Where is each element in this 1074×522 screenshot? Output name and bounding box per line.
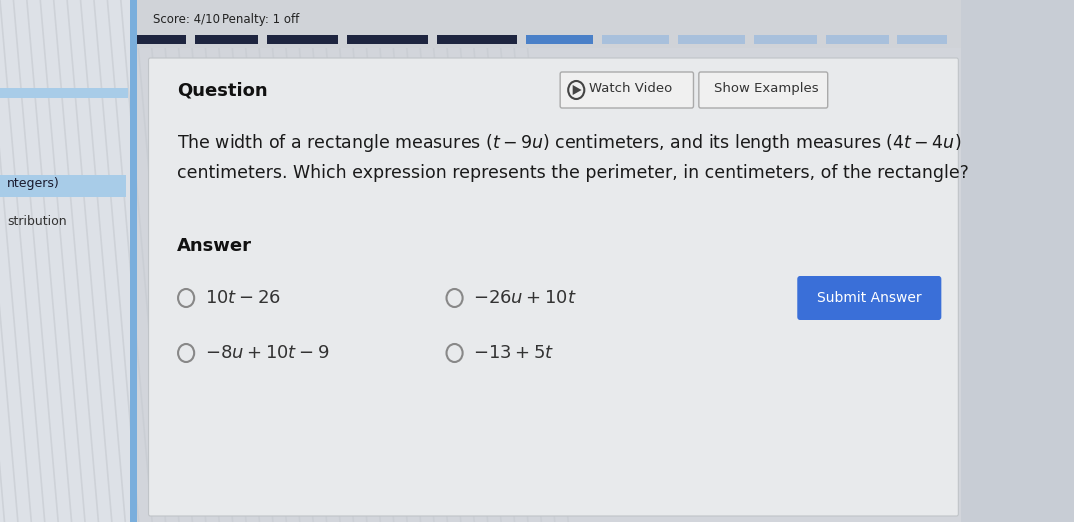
FancyBboxPatch shape: [679, 35, 745, 44]
FancyBboxPatch shape: [437, 35, 518, 44]
Text: centimeters. Which expression represents the perimeter, in centimeters, of the r: centimeters. Which expression represents…: [177, 164, 969, 182]
FancyBboxPatch shape: [347, 35, 427, 44]
Text: Watch Video: Watch Video: [589, 82, 672, 95]
Text: stribution: stribution: [8, 215, 67, 228]
FancyBboxPatch shape: [826, 35, 888, 44]
FancyBboxPatch shape: [195, 35, 258, 44]
FancyBboxPatch shape: [148, 58, 958, 516]
FancyBboxPatch shape: [898, 35, 946, 44]
FancyBboxPatch shape: [266, 35, 338, 44]
FancyBboxPatch shape: [699, 72, 828, 108]
Text: Score: 4/10: Score: 4/10: [153, 13, 220, 26]
FancyBboxPatch shape: [603, 35, 669, 44]
FancyBboxPatch shape: [136, 0, 961, 48]
Text: ntegers): ntegers): [8, 177, 60, 190]
FancyBboxPatch shape: [0, 175, 126, 197]
FancyBboxPatch shape: [136, 35, 186, 44]
Text: The width of a rectangle measures $(t-9u)$ centimeters, and its length measures : The width of a rectangle measures $(t-9u…: [177, 132, 961, 154]
FancyBboxPatch shape: [0, 0, 961, 522]
Text: Show Examples: Show Examples: [714, 82, 818, 95]
FancyBboxPatch shape: [130, 0, 136, 522]
FancyBboxPatch shape: [136, 0, 961, 522]
Text: Question: Question: [177, 82, 267, 100]
Text: Answer: Answer: [177, 237, 252, 255]
FancyBboxPatch shape: [0, 88, 128, 98]
FancyBboxPatch shape: [754, 35, 817, 44]
FancyBboxPatch shape: [0, 0, 136, 522]
FancyBboxPatch shape: [526, 35, 593, 44]
Text: $-26u+10t$: $-26u+10t$: [474, 289, 578, 307]
Text: $-13+5t$: $-13+5t$: [474, 344, 554, 362]
FancyBboxPatch shape: [561, 72, 694, 108]
Text: $-8u+10t-9$: $-8u+10t-9$: [205, 344, 330, 362]
Text: $10t-26$: $10t-26$: [205, 289, 280, 307]
Text: Submit Answer: Submit Answer: [817, 291, 921, 305]
FancyBboxPatch shape: [797, 276, 941, 320]
Text: Penalty: 1 off: Penalty: 1 off: [222, 13, 300, 26]
Polygon shape: [572, 85, 582, 95]
